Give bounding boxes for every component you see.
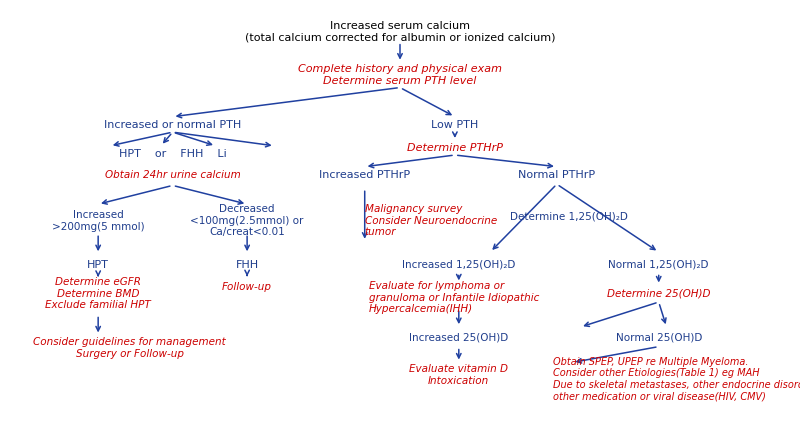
Text: Increased
>200mg(5 mmol): Increased >200mg(5 mmol) <box>52 210 145 232</box>
Text: Increased 1,25(OH)₂D: Increased 1,25(OH)₂D <box>402 260 515 269</box>
Text: Normal 25(OH)D: Normal 25(OH)D <box>615 332 702 343</box>
Text: Obtain 24hr urine calcium: Obtain 24hr urine calcium <box>105 170 241 180</box>
Text: Determine eGFR
Determine BMD
Exclude familial HPT: Determine eGFR Determine BMD Exclude fam… <box>46 277 151 310</box>
Text: Low PTH: Low PTH <box>431 120 478 130</box>
Text: Normal 1,25(OH)₂D: Normal 1,25(OH)₂D <box>609 260 709 269</box>
Text: Follow-up: Follow-up <box>222 283 272 292</box>
Text: FHH: FHH <box>235 260 258 269</box>
Text: Increased serum calcium
(total calcium corrected for albumin or ionized calcium): Increased serum calcium (total calcium c… <box>245 20 555 42</box>
Text: Determine 25(OH)D: Determine 25(OH)D <box>607 289 710 299</box>
Text: Increased PTHrP: Increased PTHrP <box>319 170 410 180</box>
Text: Increased 25(OH)D: Increased 25(OH)D <box>409 332 509 343</box>
Text: Evaluate vitamin D
Intoxication: Evaluate vitamin D Intoxication <box>410 364 508 386</box>
Text: Increased or normal PTH: Increased or normal PTH <box>104 120 242 130</box>
Text: Determine PTHrP: Determine PTHrP <box>407 143 503 153</box>
Text: Malignancy survey
Consider Neuroendocrine
tumor: Malignancy survey Consider Neuroendocrin… <box>365 204 497 238</box>
Text: HPT: HPT <box>87 260 109 269</box>
Text: Determine 1,25(OH)₂D: Determine 1,25(OH)₂D <box>510 212 627 222</box>
Text: Evaluate for lymphoma or
granuloma or Infantile Idiopathic
Hypercalcemia(IHH): Evaluate for lymphoma or granuloma or In… <box>369 281 539 314</box>
Text: Obtain SPEP, UPEP re Multiple Myeloma.
Consider other Etiologies(Table 1) eg MAH: Obtain SPEP, UPEP re Multiple Myeloma. C… <box>553 357 800 402</box>
Text: Complete history and physical exam
Determine serum PTH level: Complete history and physical exam Deter… <box>298 64 502 86</box>
Text: Decreased
<100mg(2.5mmol) or
Ca/creat<0.01: Decreased <100mg(2.5mmol) or Ca/creat<0.… <box>190 204 304 238</box>
Text: Normal PTHrP: Normal PTHrP <box>518 170 595 180</box>
Text: Consider guidelines for management
Surgery or Follow-up: Consider guidelines for management Surge… <box>33 337 226 359</box>
Text: HPT    or    FHH    Li: HPT or FHH Li <box>118 149 226 159</box>
